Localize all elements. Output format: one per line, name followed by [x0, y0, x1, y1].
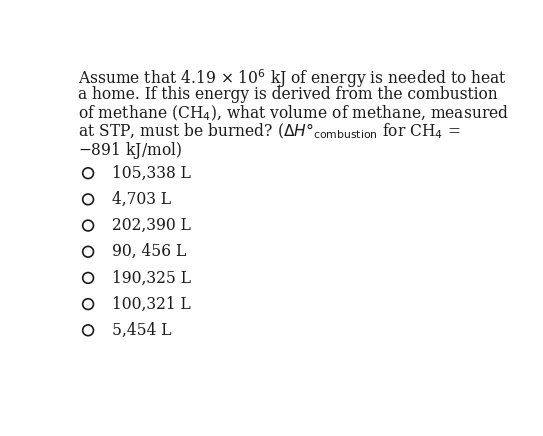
Text: 105,338 L: 105,338 L	[112, 165, 191, 182]
Text: 4,703 L: 4,703 L	[112, 191, 171, 208]
Text: at STP, must be burned? ($\Delta H°_\mathrm{combustion}$ for CH$_4$ =: at STP, must be burned? ($\Delta H°_\mat…	[78, 122, 461, 141]
Text: Assume that 4.19 $\times$ 10$^6$ kJ of energy is needed to heat: Assume that 4.19 $\times$ 10$^6$ kJ of e…	[78, 68, 507, 90]
Text: a home. If this energy is derived from the combustion: a home. If this energy is derived from t…	[78, 85, 498, 102]
Text: 202,390 L: 202,390 L	[112, 217, 191, 234]
Text: of methane (CH$_4$), what volume of methane, measured: of methane (CH$_4$), what volume of meth…	[78, 104, 509, 123]
Text: 190,325 L: 190,325 L	[112, 269, 191, 286]
Text: 5,454 L: 5,454 L	[112, 322, 172, 339]
Text: $-$891 kJ/mol): $-$891 kJ/mol)	[78, 140, 182, 161]
Text: 100,321 L: 100,321 L	[112, 296, 191, 313]
Text: 90, 456 L: 90, 456 L	[112, 243, 186, 260]
